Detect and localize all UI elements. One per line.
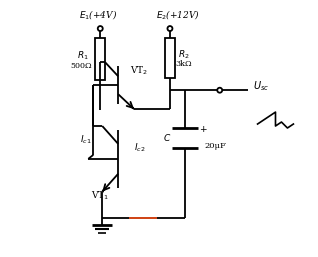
Circle shape: [168, 26, 172, 31]
Text: $I_{c1}$: $I_{c1}$: [80, 134, 91, 146]
Bar: [165, 39, 175, 78]
Text: VT$_1$: VT$_1$: [91, 189, 109, 202]
Text: $E_2$(+12V): $E_2$(+12V): [156, 8, 200, 21]
Bar: [95, 39, 105, 80]
Text: VT$_2$: VT$_2$: [130, 64, 148, 77]
Text: $C$: $C$: [163, 132, 171, 143]
Text: 3kΩ: 3kΩ: [176, 60, 192, 68]
Text: $R_1$: $R_1$: [78, 49, 89, 62]
Text: $U_{sc}$: $U_{sc}$: [252, 79, 269, 93]
Text: 20μF: 20μF: [205, 142, 227, 150]
Circle shape: [98, 26, 103, 31]
Text: $R_2$: $R_2$: [178, 48, 190, 61]
Text: +: +: [199, 125, 207, 134]
Text: 500Ω: 500Ω: [71, 62, 92, 70]
Text: $I_{c2}$: $I_{c2}$: [134, 142, 146, 154]
Circle shape: [217, 88, 222, 93]
Text: $E_1$(+4V): $E_1$(+4V): [79, 8, 117, 21]
